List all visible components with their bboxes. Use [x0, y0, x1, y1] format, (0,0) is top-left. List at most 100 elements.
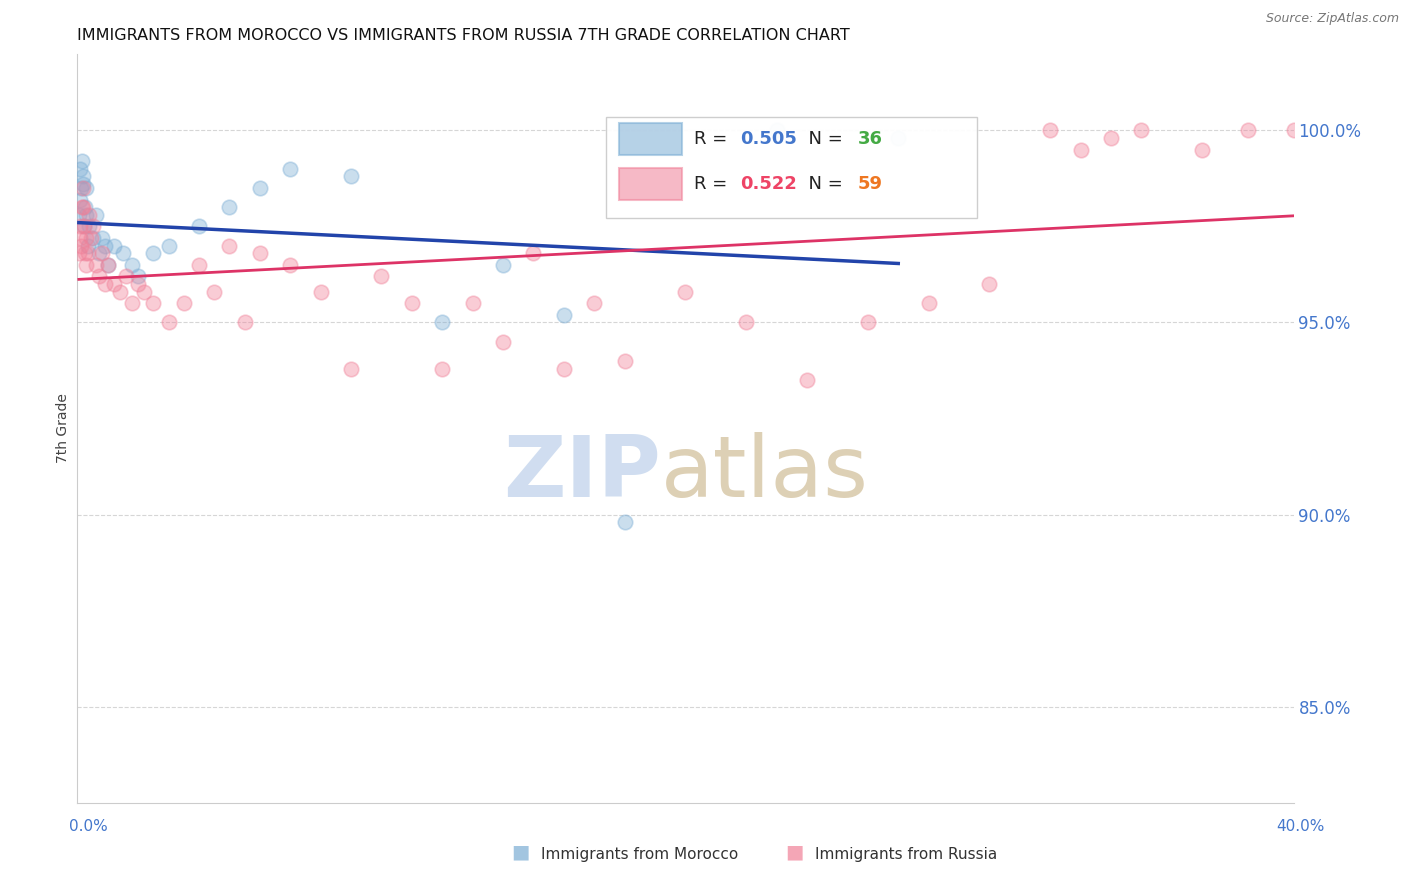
Point — [67, 246, 90, 260]
Point — [103, 277, 125, 291]
Point — [70, 238, 93, 252]
Point — [90, 231, 112, 245]
Point — [1039, 123, 1062, 137]
Point — [735, 316, 758, 330]
Point — [218, 238, 240, 252]
Point — [675, 285, 697, 299]
Point — [69, 161, 91, 176]
Point — [87, 269, 110, 284]
Point — [249, 246, 271, 260]
Text: Immigrants from Russia: Immigrants from Russia — [815, 847, 998, 862]
FancyBboxPatch shape — [619, 123, 682, 154]
Y-axis label: 7th Grade: 7th Grade — [56, 393, 70, 463]
Text: 0.505: 0.505 — [740, 130, 797, 148]
Point — [249, 181, 271, 195]
Point — [765, 123, 787, 137]
Point — [73, 246, 96, 260]
Point — [75, 208, 97, 222]
Point — [461, 296, 484, 310]
Point — [69, 193, 91, 207]
Point — [340, 169, 363, 184]
Point — [430, 316, 453, 330]
Point — [613, 354, 636, 368]
Point — [121, 258, 143, 272]
Point — [87, 246, 110, 260]
Point — [70, 181, 93, 195]
Point — [979, 277, 1001, 291]
Point — [157, 238, 180, 252]
Text: atlas: atlas — [661, 432, 869, 515]
Point — [553, 308, 575, 322]
Point — [67, 208, 90, 222]
Point — [93, 277, 115, 291]
Point — [80, 231, 103, 245]
Point — [613, 516, 636, 530]
Point — [1191, 143, 1213, 157]
Point — [887, 131, 910, 145]
FancyBboxPatch shape — [606, 117, 977, 219]
Point — [75, 181, 97, 195]
Point — [1070, 143, 1092, 157]
Point — [278, 161, 301, 176]
Point — [856, 316, 879, 330]
Point — [492, 258, 515, 272]
Point — [121, 296, 143, 310]
Point — [278, 258, 301, 272]
Text: 40.0%: 40.0% — [1277, 820, 1324, 834]
Point — [127, 277, 149, 291]
Point — [202, 285, 225, 299]
Point — [79, 219, 101, 234]
Point — [370, 269, 392, 284]
Point — [75, 231, 97, 245]
Point — [157, 316, 180, 330]
Point — [188, 258, 211, 272]
Point — [233, 316, 256, 330]
Point — [90, 246, 112, 260]
Point — [492, 334, 515, 349]
Point — [401, 296, 423, 310]
Point — [522, 246, 544, 260]
Point — [1282, 123, 1305, 137]
Point — [72, 177, 94, 191]
Point — [430, 361, 453, 376]
Point — [77, 246, 100, 260]
Point — [75, 258, 97, 272]
Text: ZIP: ZIP — [503, 432, 661, 515]
Point — [127, 269, 149, 284]
Text: 0.0%: 0.0% — [69, 820, 108, 834]
Point — [69, 231, 91, 245]
Point — [70, 200, 93, 214]
Point — [309, 285, 332, 299]
Point — [93, 238, 115, 252]
Point — [583, 296, 606, 310]
Point — [103, 238, 125, 252]
Point — [188, 219, 211, 234]
Text: 59: 59 — [858, 175, 883, 193]
Point — [1099, 131, 1122, 145]
Point — [1237, 123, 1260, 137]
Point — [115, 269, 138, 284]
Text: 36: 36 — [858, 130, 883, 148]
Text: ■: ■ — [510, 842, 530, 862]
Point — [84, 258, 107, 272]
Point — [72, 169, 94, 184]
Text: ■: ■ — [785, 842, 804, 862]
Text: 0.522: 0.522 — [740, 175, 797, 193]
Point — [173, 296, 195, 310]
Point — [142, 246, 165, 260]
Text: R =: R = — [695, 175, 733, 193]
Point — [84, 208, 107, 222]
FancyBboxPatch shape — [619, 169, 682, 200]
Point — [218, 200, 240, 214]
Text: R =: R = — [695, 130, 733, 148]
Text: N =: N = — [797, 130, 849, 148]
Point — [69, 219, 91, 234]
Point — [70, 154, 93, 169]
Text: Source: ZipAtlas.com: Source: ZipAtlas.com — [1265, 12, 1399, 25]
Point — [72, 181, 94, 195]
Point — [553, 361, 575, 376]
Point — [79, 208, 101, 222]
Point — [77, 238, 100, 252]
Text: N =: N = — [797, 175, 849, 193]
Point — [111, 246, 134, 260]
